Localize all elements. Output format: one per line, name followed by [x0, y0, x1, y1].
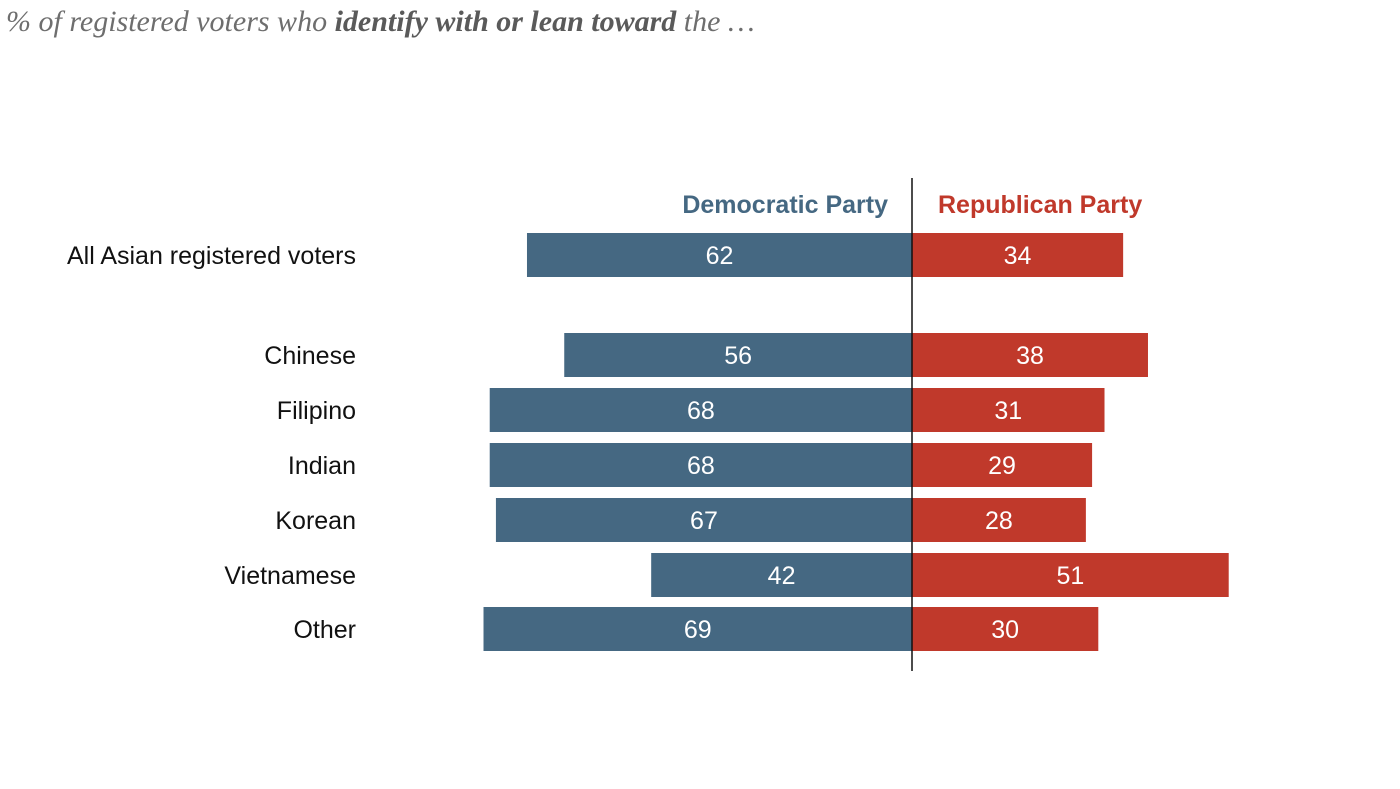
- subtitle-suffix: the …: [676, 5, 755, 38]
- democratic-bar: [489, 388, 912, 432]
- republican-bar: [912, 233, 1124, 277]
- republican-bar: [912, 498, 1086, 542]
- category-label: Filipino: [277, 397, 356, 425]
- republican-bar: [912, 607, 1099, 651]
- category-label: All Asian registered voters: [67, 242, 356, 270]
- subtitle-prefix: % of registered voters who: [6, 5, 335, 38]
- republican-bar: [912, 388, 1105, 432]
- category-label: Indian: [288, 452, 356, 480]
- republican-bar: [912, 553, 1229, 597]
- democratic-value-label: 68: [687, 452, 715, 480]
- democratic-value-label: 69: [684, 616, 712, 644]
- category-label: Korean: [275, 507, 356, 535]
- republican-bar: [912, 333, 1148, 377]
- republican-bar: [912, 443, 1093, 487]
- republican-value-label: 31: [994, 397, 1022, 425]
- category-label: Other: [293, 616, 356, 644]
- republican-value-label: 51: [1056, 562, 1084, 590]
- subtitle-emphasis: identify with or lean toward: [334, 5, 677, 38]
- chart-subtitle: % of registered voters who identify with…: [6, 0, 755, 44]
- democratic-value-label: 42: [768, 562, 796, 590]
- republican-value-label: 34: [1004, 242, 1032, 270]
- democratic-value-label: 67: [690, 507, 718, 535]
- republican-value-label: 29: [988, 452, 1016, 480]
- democratic-bar: [526, 233, 912, 277]
- republican-value-label: 38: [1016, 342, 1044, 370]
- democratic-bar: [489, 443, 912, 487]
- legend-republican-party: Republican Party: [938, 191, 1142, 219]
- category-label: Vietnamese: [224, 562, 356, 590]
- democratic-value-label: 62: [706, 242, 734, 270]
- democratic-value-label: 68: [687, 397, 715, 425]
- republican-value-label: 30: [991, 616, 1019, 644]
- democratic-bar: [495, 498, 912, 542]
- democratic-value-label: 56: [724, 342, 752, 370]
- democratic-bar: [564, 333, 912, 377]
- democratic-bar: [483, 607, 912, 651]
- legend-democratic-party: Democratic Party: [682, 191, 888, 219]
- republican-value-label: 28: [985, 507, 1013, 535]
- category-label: Chinese: [264, 342, 356, 370]
- democratic-bar: [651, 553, 912, 597]
